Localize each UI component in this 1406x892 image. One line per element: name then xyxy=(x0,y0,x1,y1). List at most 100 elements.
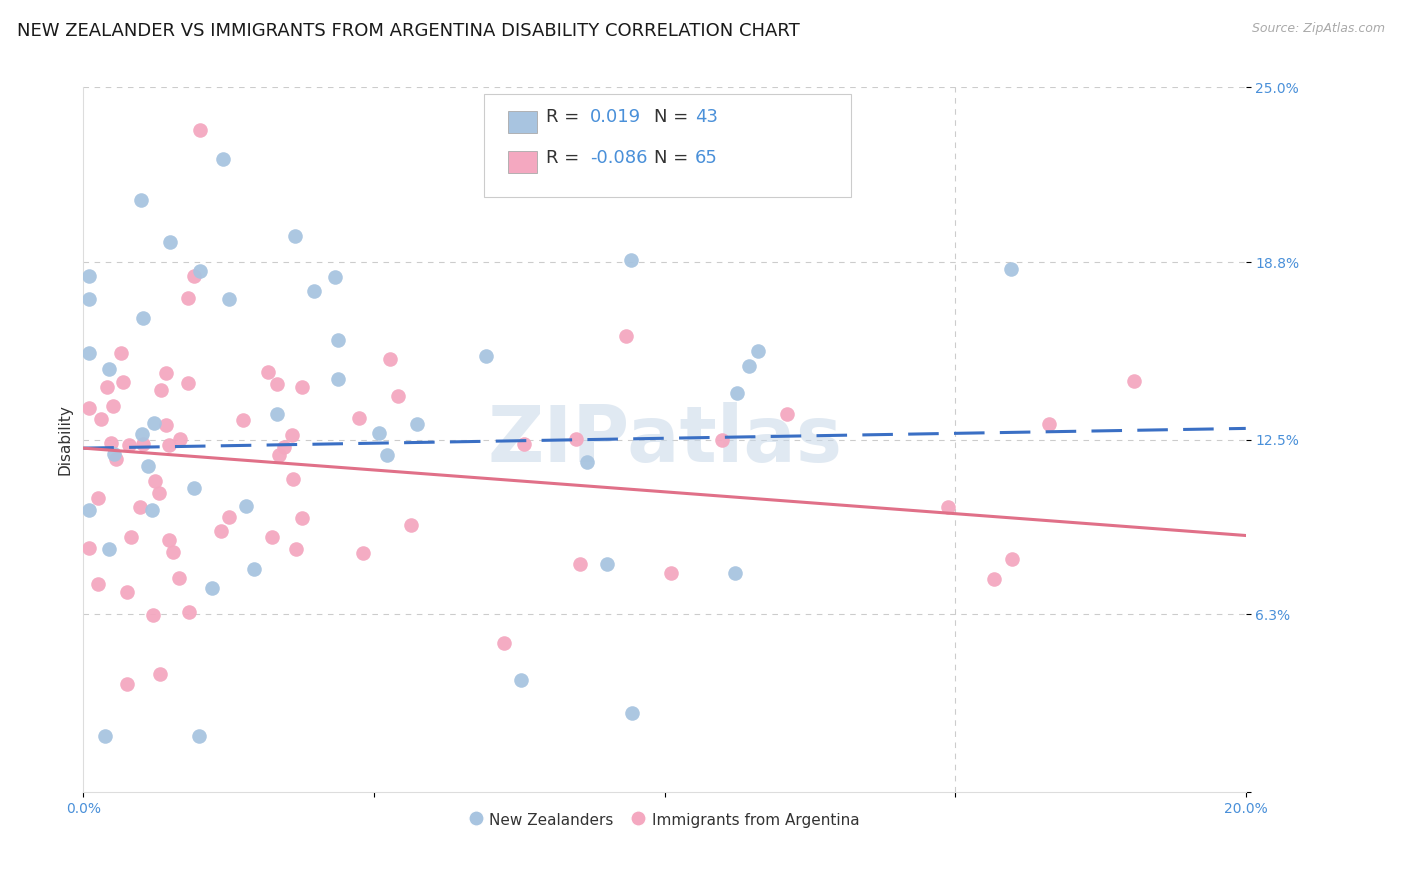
Point xyxy=(375,448,398,462)
Point xyxy=(257,365,280,379)
Point xyxy=(347,411,370,425)
Point xyxy=(128,500,150,514)
Point xyxy=(983,572,1005,586)
Point xyxy=(132,437,155,451)
Point xyxy=(512,437,534,451)
Point xyxy=(77,401,100,415)
Point xyxy=(100,436,122,450)
Point xyxy=(159,235,181,250)
Text: ZIPatlas: ZIPatlas xyxy=(486,401,842,478)
Point xyxy=(1001,552,1024,566)
FancyBboxPatch shape xyxy=(508,151,537,173)
Text: NEW ZEALANDER VS IMMIGRANTS FROM ARGENTINA DISABILITY CORRELATION CHART: NEW ZEALANDER VS IMMIGRANTS FROM ARGENTI… xyxy=(17,22,800,40)
Point xyxy=(105,452,128,467)
Point xyxy=(143,474,166,488)
Point xyxy=(620,253,643,268)
Text: 65: 65 xyxy=(695,149,717,167)
Point xyxy=(97,542,120,557)
Point xyxy=(155,417,177,432)
Point xyxy=(177,605,200,619)
Point xyxy=(188,729,211,743)
Point xyxy=(141,503,163,517)
Text: -0.086: -0.086 xyxy=(591,149,648,167)
Point xyxy=(725,385,748,400)
Point xyxy=(157,438,180,452)
Point xyxy=(723,566,745,581)
Point xyxy=(132,311,155,326)
Text: 43: 43 xyxy=(695,108,717,126)
Point xyxy=(183,481,205,495)
Point xyxy=(142,607,165,622)
Point xyxy=(738,359,761,373)
Point xyxy=(149,384,172,398)
Point xyxy=(269,448,291,462)
Point xyxy=(273,440,295,454)
Point xyxy=(149,666,172,681)
FancyBboxPatch shape xyxy=(508,111,537,133)
Point xyxy=(157,533,180,548)
Point xyxy=(90,412,112,426)
Point xyxy=(776,407,799,421)
Point xyxy=(218,292,240,306)
Point xyxy=(326,372,349,386)
Point xyxy=(401,518,423,533)
Point xyxy=(568,558,591,572)
FancyBboxPatch shape xyxy=(484,95,851,196)
Point xyxy=(77,541,100,555)
Point xyxy=(77,346,100,360)
Point xyxy=(148,485,170,500)
Point xyxy=(98,361,121,376)
Point xyxy=(620,706,643,720)
Point xyxy=(218,510,240,524)
Point xyxy=(77,268,100,283)
Point xyxy=(117,584,139,599)
Point xyxy=(212,152,235,166)
Point xyxy=(510,673,533,687)
Point xyxy=(262,530,284,544)
Point xyxy=(291,380,314,394)
Point xyxy=(710,433,733,447)
Point xyxy=(103,447,125,461)
Point xyxy=(201,581,224,595)
Point xyxy=(101,400,124,414)
Point xyxy=(96,380,118,394)
Legend: New Zealanders, Immigrants from Argentina: New Zealanders, Immigrants from Argentin… xyxy=(464,806,866,834)
Point xyxy=(86,491,108,505)
Y-axis label: Disability: Disability xyxy=(58,404,72,475)
Point xyxy=(188,122,211,136)
Point xyxy=(284,228,307,243)
Point xyxy=(575,455,598,469)
Point xyxy=(367,426,389,441)
Point xyxy=(162,544,184,558)
Point xyxy=(131,193,153,207)
Text: N =: N = xyxy=(654,149,695,167)
Point xyxy=(118,438,141,452)
Point xyxy=(328,333,350,347)
Point xyxy=(266,376,288,391)
Point xyxy=(243,562,266,576)
Point xyxy=(188,263,211,277)
Point xyxy=(232,413,254,427)
Text: Source: ZipAtlas.com: Source: ZipAtlas.com xyxy=(1251,22,1385,36)
Point xyxy=(167,571,190,585)
Point xyxy=(352,546,374,560)
Point xyxy=(475,349,498,363)
Point xyxy=(183,268,205,283)
Point xyxy=(614,329,637,343)
Point xyxy=(169,432,191,446)
Point xyxy=(291,510,314,524)
Point xyxy=(112,375,135,389)
Point xyxy=(77,503,100,517)
Point xyxy=(387,389,409,403)
Point xyxy=(177,291,200,305)
Point xyxy=(747,344,769,359)
Point xyxy=(77,293,100,307)
Point xyxy=(235,500,257,514)
Point xyxy=(266,407,288,421)
Point xyxy=(936,500,959,514)
Text: 0.019: 0.019 xyxy=(591,108,641,126)
Point xyxy=(115,677,138,691)
Point xyxy=(659,566,682,580)
Point xyxy=(281,427,304,442)
Point xyxy=(302,285,325,299)
